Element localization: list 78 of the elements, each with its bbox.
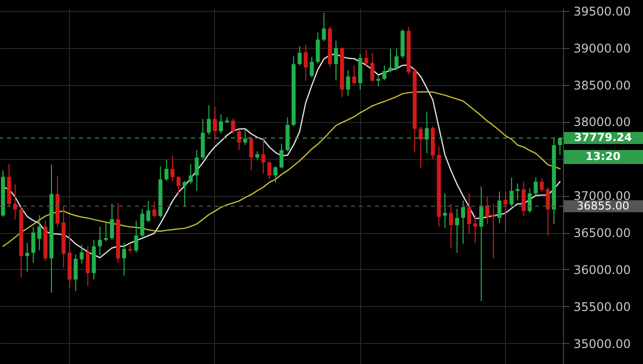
candlestick bbox=[540, 177, 544, 192]
candlestick bbox=[86, 246, 90, 287]
candlestick bbox=[267, 161, 272, 180]
line-series bbox=[2, 91, 561, 247]
candlestick bbox=[231, 118, 236, 134]
candlestick bbox=[516, 182, 520, 202]
candlestick bbox=[182, 180, 187, 208]
candlestick bbox=[461, 200, 466, 244]
candlestick bbox=[322, 12, 326, 42]
candlestick bbox=[522, 181, 526, 216]
candlestick bbox=[218, 114, 223, 134]
candlestick bbox=[25, 242, 30, 272]
candlestick bbox=[503, 190, 508, 233]
y-tick-label: 38000.00 bbox=[574, 115, 631, 130]
candlestick bbox=[80, 244, 84, 264]
ref-line-label: 36855.00 bbox=[576, 199, 630, 212]
candlestick bbox=[473, 214, 478, 244]
y-tick-label: 35500.00 bbox=[574, 300, 631, 314]
candlestick bbox=[376, 75, 380, 87]
candlestick bbox=[316, 32, 320, 64]
candlestick bbox=[243, 128, 248, 146]
candlestick bbox=[134, 220, 138, 253]
candlestick bbox=[346, 69, 350, 97]
candlestick bbox=[534, 176, 538, 196]
candlestick bbox=[455, 208, 460, 254]
candlestick bbox=[170, 155, 175, 182]
candlestick bbox=[352, 64, 356, 86]
candlestick bbox=[152, 200, 156, 218]
candlestick bbox=[188, 163, 193, 184]
candlestick bbox=[249, 136, 254, 172]
candlestick bbox=[497, 190, 502, 224]
candlestick bbox=[546, 186, 550, 236]
ref-line-label: 37779.24 bbox=[574, 131, 632, 144]
candlestick bbox=[388, 48, 392, 73]
candlestick bbox=[485, 196, 490, 225]
candlestick bbox=[206, 104, 211, 136]
y-tick-label: 39500.00 bbox=[574, 4, 631, 18]
candlestick bbox=[442, 192, 447, 229]
candlestick bbox=[467, 194, 472, 234]
candlestick bbox=[104, 222, 108, 242]
candlestick bbox=[479, 186, 484, 302]
candlestick bbox=[74, 254, 78, 292]
candlestick bbox=[146, 200, 150, 223]
candlestick bbox=[298, 46, 302, 66]
candlestick bbox=[140, 208, 144, 238]
candlestick bbox=[558, 136, 562, 156]
candlestick bbox=[164, 159, 168, 182]
candlestick bbox=[122, 242, 126, 276]
candlestick bbox=[98, 226, 102, 256]
candlestick bbox=[334, 40, 338, 81]
candlestick bbox=[194, 150, 199, 192]
candlestick bbox=[424, 111, 429, 154]
candlestick bbox=[31, 226, 36, 264]
y-tick-label: 36000.00 bbox=[574, 262, 631, 277]
candlestick bbox=[304, 44, 308, 81]
candlestick bbox=[370, 52, 374, 82]
candlestick bbox=[510, 177, 514, 208]
candlestick bbox=[261, 138, 266, 174]
candlestick bbox=[491, 203, 496, 259]
candlestick bbox=[394, 48, 399, 71]
candlestick bbox=[176, 175, 181, 195]
candlestick bbox=[382, 65, 386, 81]
candlestick bbox=[418, 126, 423, 168]
y-tick-label: 35000.00 bbox=[574, 336, 631, 351]
candlestick bbox=[110, 203, 114, 240]
candlestick bbox=[273, 166, 278, 184]
y-tick-label: 39000.00 bbox=[574, 41, 631, 56]
candlestick bbox=[280, 143, 284, 169]
y-tick-label: 38500.00 bbox=[574, 78, 631, 92]
candlestick bbox=[528, 188, 532, 214]
candlestick bbox=[310, 56, 314, 78]
candlestick bbox=[37, 214, 42, 251]
y-tick-label: 36500.00 bbox=[574, 226, 631, 240]
candlestick bbox=[449, 203, 454, 248]
candlestick bbox=[212, 106, 217, 140]
candlestick bbox=[237, 129, 242, 151]
text: 13:20 bbox=[585, 150, 621, 164]
candlestick bbox=[364, 48, 368, 66]
